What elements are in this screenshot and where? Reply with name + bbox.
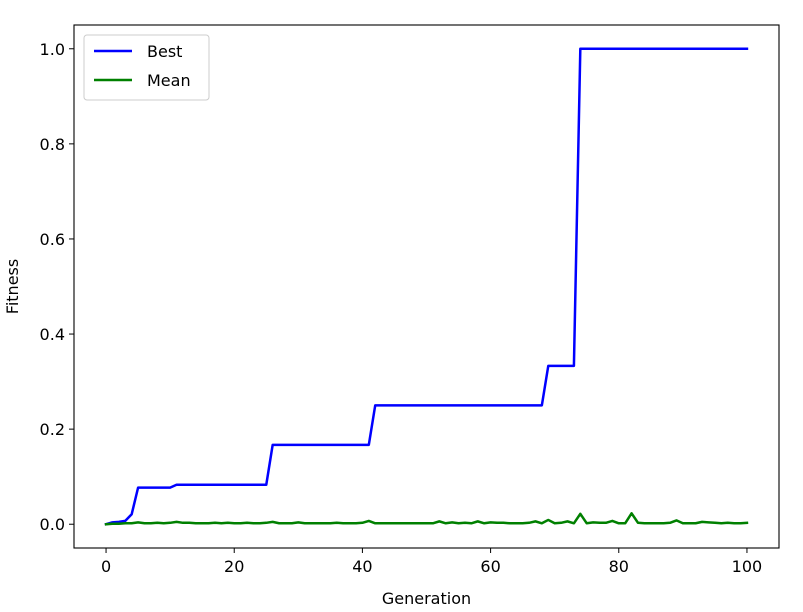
series-line-best [104,47,749,526]
x-tick-label: 80 [609,557,629,576]
y-tick-label: 0.4 [40,325,65,344]
legend-label-mean: Mean [147,71,191,90]
legend-label-best: Best [147,42,182,61]
series-layer [104,47,749,526]
x-axis-label: Generation [382,589,471,608]
x-tick-label: 40 [352,557,372,576]
y-axis-ticks: 0.0 0.2 0.4 0.6 0.8 1.0 [40,40,74,534]
plot-frame [73,24,780,549]
legend: Best Mean [83,34,210,101]
y-tick-label: 0.8 [40,135,65,154]
x-tick-label: 100 [732,557,763,576]
series-line-mean [104,512,749,526]
x-tick-label: 60 [480,557,500,576]
y-tick-label: 0.6 [40,230,65,249]
y-tick-label: 1.0 [40,40,65,59]
y-tick-label: 0.0 [40,515,65,534]
x-tick-label: 20 [224,557,244,576]
x-tick-label: 0 [101,557,111,576]
y-axis-label: Fitness [3,259,22,314]
plot-background [74,25,779,548]
x-axis-ticks: 0 20 40 60 80 100 [101,548,762,576]
y-tick-label: 0.2 [40,420,65,439]
